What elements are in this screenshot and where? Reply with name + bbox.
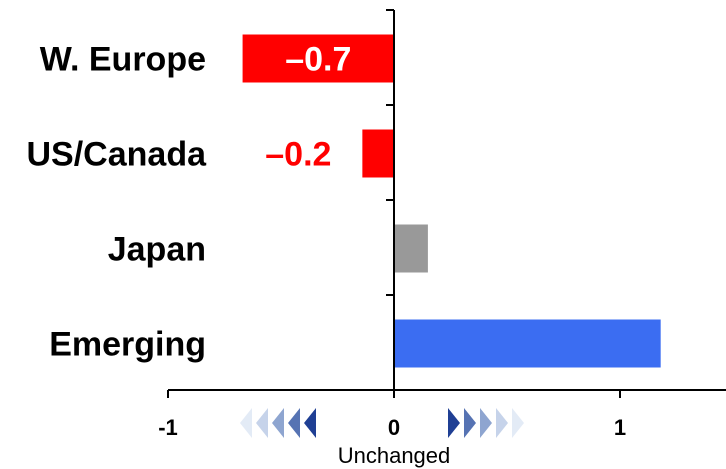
x-axis-ticks: -1 0 1 (158, 390, 626, 440)
category-label: Japan (108, 231, 206, 269)
right-arrow-icon (512, 408, 524, 438)
x-tick-label: -1 (158, 415, 178, 440)
right-arrow-icon (448, 408, 460, 438)
value-label: –0.2 (265, 136, 331, 174)
left-arrow-icon (304, 408, 316, 438)
left-arrow-icon (256, 408, 268, 438)
bar (242, 34, 394, 83)
left-arrow-icon (288, 408, 300, 438)
bar (394, 319, 661, 368)
category-label: W. Europe (40, 41, 206, 79)
right-arrow-icon (496, 408, 508, 438)
x-tick-label: 0 (388, 415, 400, 440)
x-tick-label: 1 (614, 415, 626, 440)
category-labels: W. Europe US/Canada Japan Emerging (27, 41, 208, 364)
value-labels: –0.7 –0.2 (265, 41, 351, 174)
direction-arrows (240, 408, 524, 438)
right-arrow-icon (480, 408, 492, 438)
bars-group (242, 34, 661, 368)
category-label: Emerging (49, 326, 206, 364)
bar (394, 224, 428, 273)
category-label: US/Canada (27, 136, 208, 174)
y-axis-ticks (386, 9, 394, 296)
left-arrow-icon (240, 408, 252, 438)
bar (362, 129, 394, 178)
left-arrow-icon (272, 408, 284, 438)
right-arrow-icon (464, 408, 476, 438)
value-label: –0.7 (285, 41, 351, 79)
x-axis-caption: Unchanged (338, 443, 451, 468)
